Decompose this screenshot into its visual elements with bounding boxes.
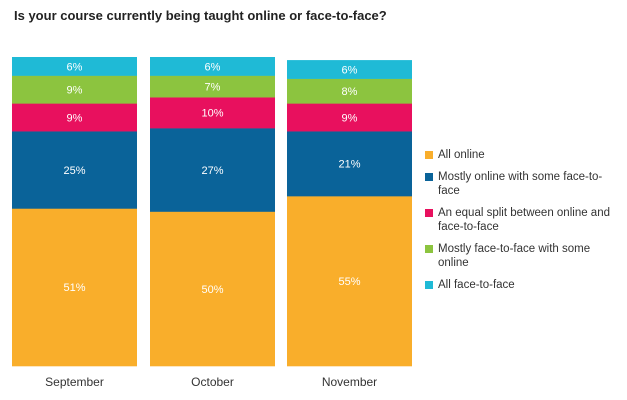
data-label: 10%: [201, 108, 223, 120]
data-label: 7%: [205, 81, 221, 93]
legend-label: Mostly face-to-face with some online: [438, 243, 591, 269]
data-label: 51%: [63, 282, 85, 294]
legend-label: All face-to-face: [438, 279, 515, 291]
bar-segment: [12, 75, 137, 104]
category-label: November: [322, 375, 377, 389]
bar-segment: [150, 57, 275, 76]
legend-label: All online: [438, 149, 485, 161]
data-label: 25%: [63, 165, 85, 177]
category-label: September: [45, 375, 104, 389]
legend-item-equal-split: An equal split between online and face-t…: [425, 206, 620, 234]
chart-title: Is your course currently being taught on…: [14, 8, 387, 23]
bar-segment: [287, 196, 412, 367]
legend-label: An equal split between online and face-t…: [438, 207, 610, 233]
data-label: 9%: [342, 112, 358, 124]
bar-segment: [150, 211, 275, 367]
legend: All online Mostly online with some face-…: [425, 148, 620, 300]
data-label: 6%: [67, 61, 83, 73]
data-label: 6%: [205, 61, 221, 73]
bar-segment: [12, 208, 137, 367]
legend-item-mostly-online: Mostly online with some face-to-face: [425, 170, 620, 198]
bar-segment: [150, 97, 275, 129]
bar-segment: [287, 78, 412, 104]
bar-segment: [287, 131, 412, 197]
legend-swatch: [425, 173, 433, 181]
data-label: 8%: [342, 86, 358, 98]
bar-segment: [12, 57, 137, 76]
data-label: 9%: [67, 112, 83, 124]
bar-segment: [287, 103, 412, 132]
bar-segment: [150, 128, 275, 212]
legend-swatch: [425, 151, 433, 159]
data-label: 55%: [338, 276, 360, 288]
legend-item-all-online: All online: [425, 148, 620, 162]
data-label: 27%: [201, 165, 223, 177]
category-label: October: [191, 375, 234, 389]
data-label: 50%: [201, 284, 223, 296]
data-label: 21%: [338, 159, 360, 171]
legend-swatch: [425, 245, 433, 253]
data-label: 6%: [342, 64, 358, 76]
legend-swatch: [425, 281, 433, 289]
bar-segment: [12, 103, 137, 132]
legend-item-mostly-face-to-face: Mostly face-to-face with some online: [425, 242, 620, 270]
legend-swatch: [425, 209, 433, 217]
data-label: 9%: [67, 84, 83, 96]
bar-segment: [12, 131, 137, 209]
bar-segment: [150, 75, 275, 98]
bar-segment: [287, 60, 412, 79]
legend-item-all-face-to-face: All face-to-face: [425, 278, 620, 292]
legend-label: Mostly online with some face-to-face: [438, 171, 603, 197]
